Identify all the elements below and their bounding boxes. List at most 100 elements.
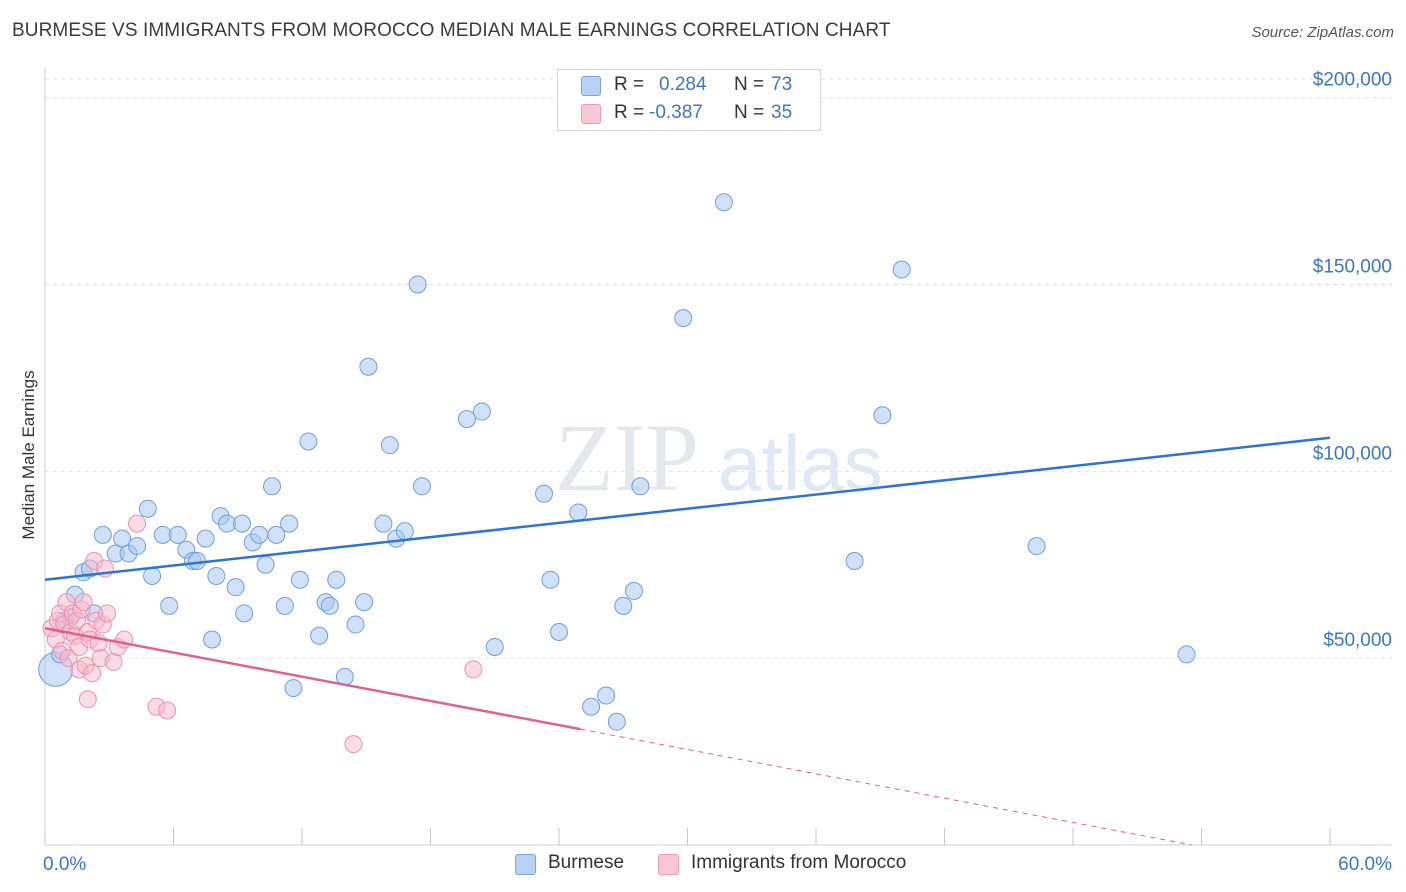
y-tick-label: $150,000 [1313, 257, 1392, 278]
burmese-point [327, 570, 346, 589]
burmese-point [845, 552, 864, 571]
burmese-point [355, 593, 374, 612]
burmese-point [153, 525, 172, 544]
y-axis-label: Median Male Earnings [19, 370, 38, 539]
burmese-point [674, 309, 693, 328]
burmese-point [408, 275, 427, 294]
morocco-point [464, 660, 483, 679]
burmese-point [226, 578, 245, 597]
burmese-point [299, 432, 318, 451]
series-burmese [38, 193, 1196, 731]
burmese-point [873, 406, 892, 425]
bottom-legend-burmese: Burmese [515, 852, 655, 878]
correlation-legend: R = 0.284 N = 73 R = -0.387 N = 35 [557, 69, 821, 131]
burmese-point [128, 537, 147, 556]
grid-lines [45, 78, 1392, 659]
burmese-point [284, 679, 303, 698]
burmese-point [614, 596, 633, 615]
axes [44, 68, 1392, 846]
burmese-point [624, 581, 643, 600]
burmese-swatch [581, 76, 601, 96]
burmese-point [380, 436, 399, 455]
burmese-point [250, 525, 269, 544]
legend-n-label-morocco: N = [734, 102, 765, 123]
burmese-point [256, 555, 275, 574]
burmese-point [541, 570, 560, 589]
burmese-point [412, 477, 431, 496]
burmese-point [892, 260, 911, 279]
y-tick-labels: $50,000 $100,000 $150,000 $200,000 [1313, 70, 1392, 651]
burmese-point [143, 566, 162, 585]
burmese-point [320, 596, 339, 615]
legend-n-value-morocco: 35 [771, 102, 793, 123]
burmese-point [160, 596, 179, 615]
watermark-atlas: atlas [718, 419, 883, 507]
legend-r-value-burmese: 0.284 [659, 74, 707, 95]
x-tick-label-max: 60.0% [1338, 854, 1392, 875]
burmese-point [346, 615, 365, 634]
source-label: Source: ZipAtlas.com [1251, 24, 1394, 41]
burmese-point [535, 484, 554, 503]
burmese-point [472, 402, 491, 421]
morocco-point [128, 514, 147, 533]
burmese-point [280, 514, 299, 533]
burmese-point [714, 193, 733, 212]
chart-title: BURMESE VS IMMIGRANTS FROM MOROCCO MEDIA… [12, 20, 891, 41]
burmese-point [196, 529, 215, 548]
morocco-point [98, 604, 117, 623]
watermark-zip: ZIP [555, 404, 699, 511]
bottom-legend-morocco: Immigrants from Morocco [658, 852, 948, 878]
morocco-swatch [581, 104, 601, 124]
burmese-point [374, 514, 393, 533]
burmese-point [138, 499, 157, 518]
burmese-point [359, 357, 378, 376]
watermark: ZIP atlas [555, 404, 883, 511]
burmese-point [93, 525, 112, 544]
y-tick-label: $50,000 [1323, 630, 1392, 651]
burmese-point [457, 410, 476, 429]
burmese-point [203, 630, 222, 649]
burmese-point [631, 477, 650, 496]
morocco-point [344, 735, 363, 754]
legend-r-label-morocco: R = [614, 102, 645, 123]
morocco-point [78, 690, 97, 709]
legend-r-value-morocco: -0.387 [649, 102, 703, 123]
morocco-point [74, 593, 93, 612]
burmese-point [310, 626, 329, 645]
bottom-legend-morocco-swatch [658, 854, 679, 875]
burmese-point [168, 525, 187, 544]
morocco-trend-line [44, 627, 581, 731]
burmese-point [275, 596, 294, 615]
legend-n-label-burmese: N = [734, 74, 765, 95]
burmese-point [395, 522, 414, 541]
morocco-point [158, 701, 177, 720]
burmese-point [485, 637, 504, 656]
morocco-point [83, 664, 102, 683]
morocco-point [104, 652, 123, 671]
burmese-point [290, 570, 309, 589]
burmese-point [235, 604, 254, 623]
trend-lines [44, 436, 1331, 846]
legend-r-label-burmese: R = [614, 74, 645, 95]
morocco-point [59, 649, 78, 668]
burmese-point [569, 503, 588, 522]
burmese-point [207, 566, 226, 585]
burmese-point [582, 697, 601, 716]
burmese-point [1027, 537, 1046, 556]
burmese-point [597, 686, 616, 705]
y-tick-label: $200,000 [1313, 70, 1392, 91]
x-tick-label-min: 0.0% [43, 854, 86, 875]
burmese-point [113, 529, 132, 548]
legend-n-value-burmese: 73 [771, 74, 793, 95]
burmese-point [1177, 645, 1196, 664]
morocco-trend-extension [580, 728, 1193, 846]
bottom-legend-burmese-label: Burmese [548, 852, 625, 873]
burmese-point [263, 477, 282, 496]
x-tick-labels: 0.0% 60.0% [43, 854, 1392, 875]
burmese-point [233, 514, 252, 533]
bottom-legend-burmese-swatch [515, 854, 536, 875]
burmese-point [607, 712, 626, 731]
series-morocco [42, 514, 483, 754]
bottom-legend-morocco-label: Immigrants from Morocco [691, 852, 907, 873]
